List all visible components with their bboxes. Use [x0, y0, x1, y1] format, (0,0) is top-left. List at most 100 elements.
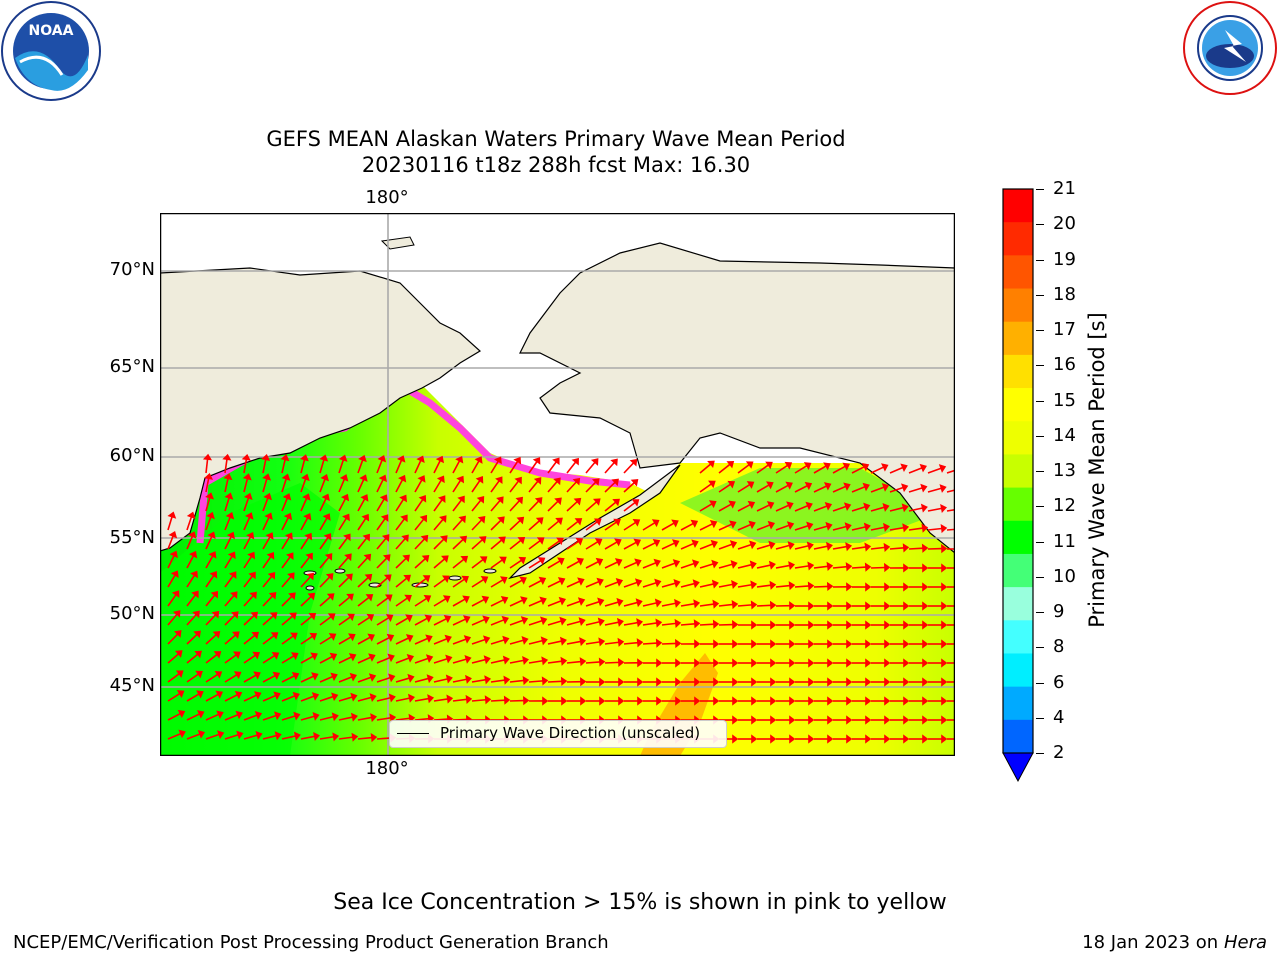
wave-arrow-head	[331, 692, 339, 702]
wave-arrow	[509, 679, 525, 683]
colorbar-tick	[1036, 753, 1044, 754]
wave-arrow	[319, 478, 326, 493]
wave-arrow-head	[456, 475, 465, 484]
wave-arrow-head	[493, 456, 502, 465]
wave-arrow-head	[479, 556, 488, 564]
wave-arrow	[452, 718, 468, 721]
colorbar-tick-label: 2	[1053, 742, 1065, 763]
wave-arrow	[870, 466, 885, 474]
wave-arrow-head	[542, 696, 549, 706]
wave-arrow-head	[224, 492, 234, 500]
wave-arrow-head	[400, 514, 408, 523]
wave-arrow-head	[403, 574, 411, 583]
wave-arrow-head	[846, 582, 853, 592]
wave-arrow	[680, 522, 694, 531]
wave-arrow	[262, 575, 273, 588]
wave-arrow	[186, 574, 196, 588]
wave-arrow	[338, 616, 351, 626]
wave-arrow	[224, 536, 232, 550]
wave-arrow-head	[861, 462, 870, 472]
wave-arrow	[528, 619, 543, 626]
wave-arrow	[927, 467, 942, 474]
wave-arrow	[813, 545, 828, 550]
wave-arrow-head	[407, 673, 415, 683]
wave-arrow	[186, 633, 198, 645]
wave-arrow-head	[675, 677, 682, 687]
wave-arrow-head	[534, 497, 543, 505]
wave-arrow	[224, 733, 239, 740]
wave-arrow-head	[311, 692, 320, 701]
wave-arrow-head	[427, 694, 435, 704]
wave-arrow	[490, 699, 506, 702]
wave-arrow-head	[435, 455, 445, 464]
wave-arrow-head	[232, 651, 241, 659]
wave-arrow-head	[194, 650, 202, 659]
wave-arrow	[737, 543, 752, 550]
wave-arrow-head	[535, 517, 544, 525]
wave-arrow	[224, 478, 229, 493]
map-legend: Primary Wave Direction (unscaled)	[389, 720, 727, 748]
wave-arrow-head	[437, 495, 446, 503]
wave-arrow-head	[365, 594, 374, 602]
wave-arrow-head	[826, 561, 834, 571]
run-date-text: 18 Jan 2023 on	[1082, 932, 1224, 953]
wave-arrow-head	[922, 677, 929, 687]
wave-arrow	[186, 535, 194, 550]
wave-arrow	[414, 538, 426, 550]
wave-arrow	[262, 694, 277, 702]
wave-arrow	[566, 461, 577, 474]
wave-arrow-head	[655, 618, 663, 628]
wave-arrow-head	[922, 734, 929, 744]
wave-arrow-head	[827, 677, 834, 687]
wave-arrow-head	[171, 590, 180, 598]
wave-arrow-head	[419, 514, 428, 523]
wave-arrow	[547, 620, 562, 626]
wave-arrow-head	[749, 560, 757, 570]
wave-arrow	[851, 485, 866, 493]
wave-arrow-head	[523, 696, 530, 706]
wave-arrow	[205, 594, 216, 607]
wave-arrow	[376, 717, 391, 721]
wave-arrow	[908, 487, 923, 493]
wave-arrow-head	[443, 614, 452, 624]
wave-arrow-head	[903, 620, 910, 630]
wave-arrow	[528, 480, 539, 493]
wave-arrow-head	[616, 597, 624, 607]
wave-arrow-head	[175, 670, 184, 678]
wave-arrow	[319, 517, 328, 531]
wave-arrow-head	[592, 498, 601, 506]
wave-arrow	[167, 732, 182, 740]
wave-arrow	[357, 596, 370, 607]
wave-arrow	[908, 507, 923, 512]
wave-arrow-head	[475, 476, 484, 484]
wave-arrow-head	[691, 539, 699, 548]
wave-arrow	[509, 639, 524, 645]
wave-arrow-head	[824, 502, 833, 511]
wave-arrow	[186, 555, 195, 569]
wave-arrow	[813, 525, 828, 531]
wave-arrow-head	[941, 601, 948, 611]
wave-arrow-head	[517, 536, 526, 545]
wave-arrow-head	[845, 542, 853, 552]
wave-arrow-head	[457, 495, 465, 504]
wave-arrow-head	[751, 734, 758, 744]
wave-arrow	[376, 459, 383, 474]
wave-arrow	[262, 555, 272, 569]
wave-arrow-head	[597, 617, 605, 627]
wave-arrow	[338, 498, 347, 512]
wave-arrow	[680, 582, 695, 588]
wave-arrow	[376, 537, 387, 550]
wave-arrow-head	[651, 519, 660, 528]
wave-arrow	[224, 516, 231, 531]
wave-arrow-head	[726, 461, 735, 469]
wave-arrow	[281, 615, 294, 626]
wave-arrow	[376, 597, 389, 607]
wave-arrow-head	[462, 595, 470, 604]
wave-arrow-head	[591, 478, 600, 486]
wave-arrow-head	[401, 534, 409, 543]
wave-arrow-head	[823, 482, 832, 491]
wave-arrow	[737, 583, 752, 588]
wave-arrow	[471, 638, 486, 645]
wave-arrow	[433, 460, 441, 474]
wave-arrow	[699, 603, 714, 607]
